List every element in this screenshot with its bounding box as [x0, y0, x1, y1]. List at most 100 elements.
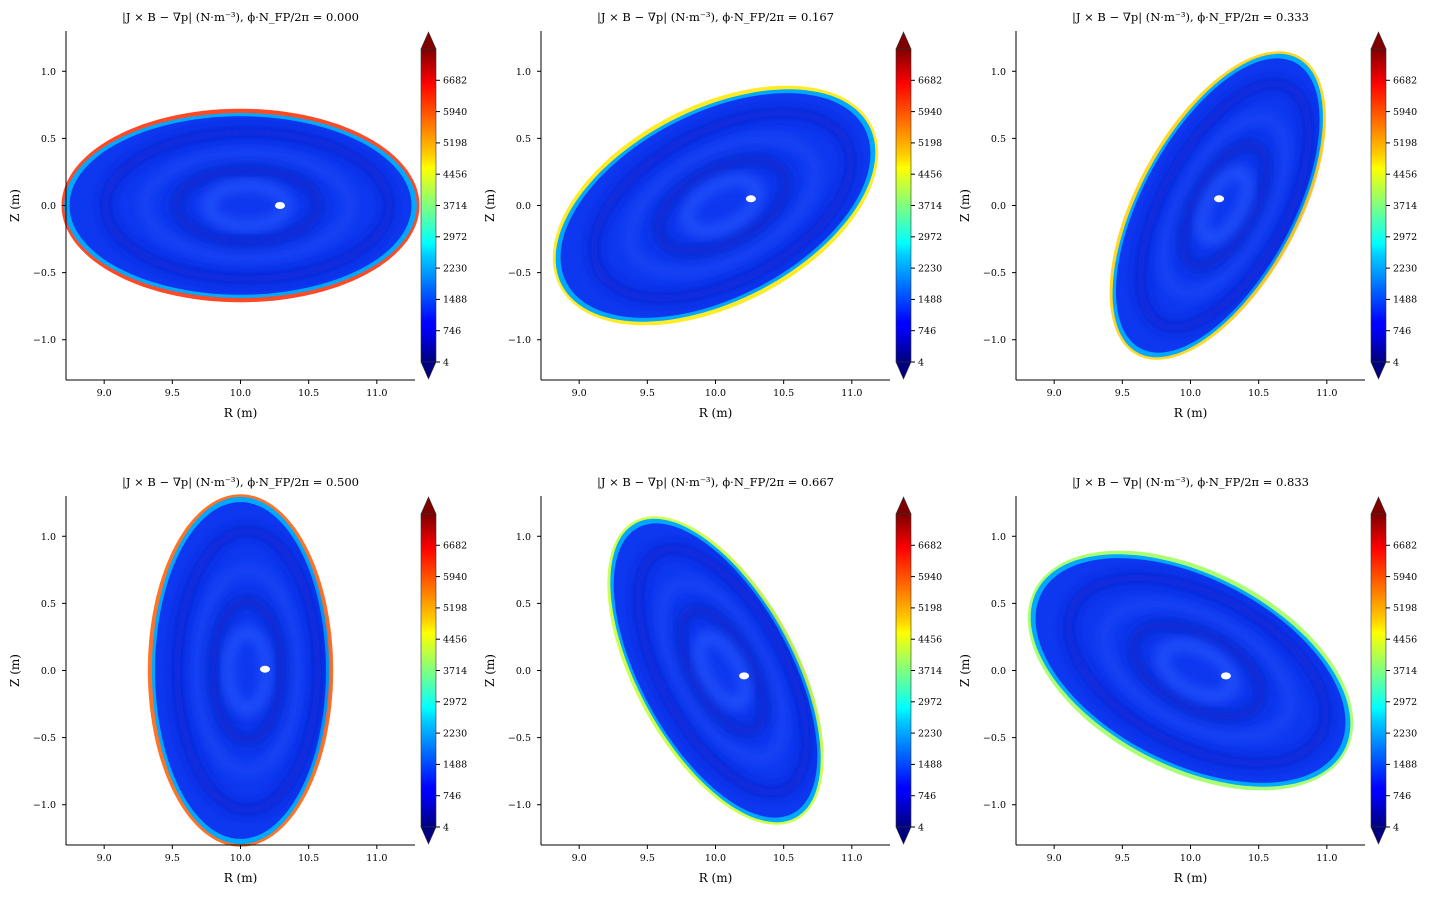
x-tick-label: 9.0: [1047, 853, 1062, 864]
field-ring: [139, 149, 355, 262]
colorbar-tick-label: 2230: [443, 263, 467, 274]
colorbar-tick-label: 4456: [443, 635, 467, 646]
y-tick-label: −0.5: [983, 733, 1006, 744]
field-ring: [171, 165, 323, 246]
y-tick-label: 0.0: [516, 666, 531, 677]
colorbar-tick-label: 6682: [1393, 541, 1417, 552]
colorbar-tick-label: 4: [1393, 822, 1399, 833]
colorbar: [420, 48, 437, 363]
colorbar-tick-label: 4456: [1393, 635, 1417, 646]
field-ring: [657, 577, 787, 764]
field-ring: [1159, 112, 1290, 299]
x-tick-label: 9.0: [97, 853, 112, 864]
field-ring: [1157, 640, 1238, 701]
y-tick-label: −1.0: [33, 335, 56, 346]
colorbar-extend-min: [895, 361, 912, 380]
colorbar-tick-label: 2972: [443, 232, 467, 243]
field-ring: [624, 134, 820, 277]
colorbar-tick-label: 3714: [918, 666, 942, 677]
colorbar-tick-label: 5940: [918, 107, 942, 118]
x-tick-label: 10.0: [230, 853, 251, 864]
x-tick-label: 10.5: [1248, 388, 1269, 399]
field-ring: [1099, 599, 1295, 742]
colorbar-tick-label: 3714: [918, 201, 942, 212]
colorbar-tick-label: 4: [443, 822, 449, 833]
x-axis-label: R (m): [1174, 406, 1208, 420]
colorbar: [895, 48, 912, 363]
y-tick-label: 1.0: [41, 67, 56, 78]
colorbar-extend-min: [895, 826, 912, 845]
x-tick-label: 9.5: [165, 388, 180, 399]
x-tick-label: 9.5: [1115, 388, 1130, 399]
y-tick-label: −1.0: [33, 800, 56, 811]
colorbar-tick-label: 2230: [918, 263, 942, 274]
field-ring: [172, 526, 323, 815]
x-tick-label: 9.5: [1115, 853, 1130, 864]
colorbar-tick-label: 2972: [918, 697, 942, 708]
x-axis-label: R (m): [699, 406, 733, 420]
colorbar-tick-label: 746: [918, 791, 936, 802]
colorbar-extend-max: [895, 31, 912, 50]
plasma-cross-section: [69, 116, 412, 295]
panel-3: 9.0 9.5 10.0 10.5 11.0 1.0 0.5 0.0 −0.5 −1.0 R (m)…: [958, 10, 1417, 420]
field-ring: [694, 632, 751, 709]
field-ring: [203, 180, 291, 231]
colorbar-extend-max: [895, 496, 912, 515]
y-tick-label: 0.0: [41, 201, 56, 212]
y-tick-label: −0.5: [33, 733, 56, 744]
magnetic-axis-marker: [1220, 672, 1231, 680]
colorbar-extend-min: [1370, 826, 1387, 845]
field-ring: [653, 155, 791, 256]
y-tick-label: −0.5: [33, 268, 56, 279]
y-tick-label: 0.0: [516, 201, 531, 212]
x-tick-label: 11.0: [841, 853, 862, 864]
colorbar-tick-label: 2230: [918, 728, 942, 739]
colorbar-tick-label: 6682: [918, 541, 942, 552]
colorbar-tick-label: 5198: [918, 138, 942, 149]
magnetic-axis-marker: [739, 672, 750, 680]
y-axis-label: Z (m): [483, 654, 497, 687]
y-tick-label: 1.0: [41, 532, 56, 543]
y-tick-label: 1.0: [516, 67, 531, 78]
colorbar-tick-label: 746: [1393, 326, 1411, 337]
colorbar-tick-label: 6682: [443, 76, 467, 87]
colorbar-extend-min: [420, 361, 437, 380]
y-tick-label: −0.5: [508, 733, 531, 744]
x-axis-label: R (m): [1174, 871, 1208, 885]
x-axis-label: R (m): [224, 871, 258, 885]
colorbar-tick-label: 3714: [443, 666, 467, 677]
colorbar-tick-label: 3714: [1393, 666, 1417, 677]
x-tick-label: 11.0: [1316, 388, 1337, 399]
x-tick-label: 10.5: [773, 388, 794, 399]
x-tick-label: 11.0: [1316, 853, 1337, 864]
colorbar-tick-label: 3714: [1393, 201, 1417, 212]
colorbar-tick-label: 2972: [443, 697, 467, 708]
colorbar-tick-label: 746: [918, 326, 936, 337]
colorbar-extend-min: [420, 826, 437, 845]
panel-5: 9.0 9.5 10.0 10.5 11.0 1.0 0.5 0.0 −0.5 −1.0 R (m)…: [483, 475, 942, 885]
colorbar-tick-label: 2972: [918, 232, 942, 243]
y-tick-label: 0.5: [991, 134, 1006, 145]
colorbar-tick-label: 4456: [1393, 170, 1417, 181]
colorbar-tick-label: 5198: [1393, 138, 1417, 149]
colorbar-tick-label: 746: [1393, 791, 1411, 802]
colorbar-tick-label: 1488: [1393, 295, 1417, 306]
field-ring: [1064, 573, 1331, 768]
y-tick-label: −0.5: [508, 268, 531, 279]
y-tick-label: −1.0: [983, 800, 1006, 811]
panel-title: |J × B − ∇p| (N·m⁻³), ϕ·N_FP/2π = 0.833: [1072, 475, 1309, 490]
colorbar-extend-max: [1370, 31, 1387, 50]
x-tick-label: 10.0: [705, 853, 726, 864]
colorbar-tick-label: 4: [443, 357, 449, 368]
field-ring: [1196, 167, 1253, 244]
y-tick-label: 1.0: [991, 532, 1006, 543]
x-tick-label: 10.5: [773, 853, 794, 864]
y-axis-label: Z (m): [483, 189, 497, 222]
y-tick-label: 0.5: [41, 599, 56, 610]
panel-title: |J × B − ∇p| (N·m⁻³), ϕ·N_FP/2π = 0.667: [597, 475, 834, 490]
x-tick-label: 10.0: [1180, 853, 1201, 864]
colorbar-tick-label: 6682: [918, 76, 942, 87]
field-ring: [589, 108, 856, 303]
y-tick-label: 1.0: [516, 532, 531, 543]
colorbar-tick-label: 2230: [1393, 728, 1417, 739]
